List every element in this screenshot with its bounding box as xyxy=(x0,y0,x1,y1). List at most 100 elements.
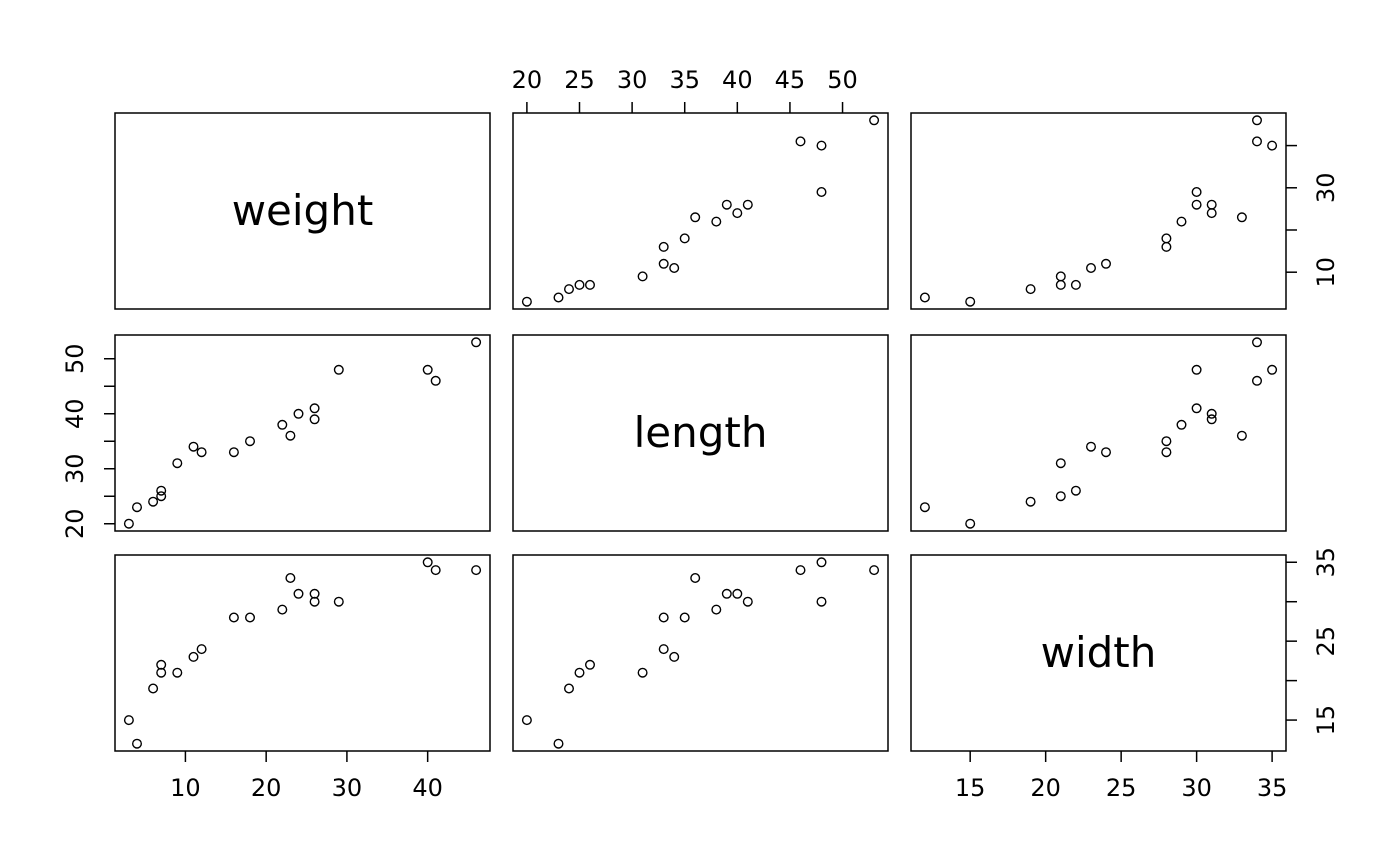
axis-tick-label: 45 xyxy=(775,66,806,94)
data-point xyxy=(965,296,976,307)
data-point xyxy=(430,565,441,576)
diagonal-panel-width xyxy=(910,554,1287,752)
axis-tick-label: 25 xyxy=(1312,626,1340,657)
data-point xyxy=(309,596,320,607)
data-point xyxy=(123,518,134,529)
data-point xyxy=(131,502,142,513)
data-point xyxy=(148,496,159,507)
data-point xyxy=(965,518,976,529)
data-point xyxy=(711,604,722,615)
data-point xyxy=(564,284,575,295)
data-point xyxy=(658,241,669,252)
data-point xyxy=(1055,271,1066,282)
data-point xyxy=(1025,284,1036,295)
data-point xyxy=(585,659,596,670)
axis-tick-label: 20 xyxy=(61,508,89,539)
scatter-panel-length-vs-weight xyxy=(114,334,491,532)
scatter-panel-width-vs-weight xyxy=(114,554,491,752)
axis-tick-label: 35 xyxy=(1312,547,1340,578)
data-point xyxy=(188,651,199,662)
data-point xyxy=(1161,233,1172,244)
diagonal-label-width: width xyxy=(1040,628,1157,677)
scatter-panel-weight-vs-width xyxy=(910,112,1287,310)
data-point xyxy=(658,258,669,269)
data-point xyxy=(244,612,255,623)
data-point xyxy=(742,199,753,210)
data-point xyxy=(277,419,288,430)
data-point xyxy=(1236,430,1247,441)
scatter-panel-length-vs-width xyxy=(910,334,1287,532)
axis-tick-label: 30 xyxy=(1181,774,1212,802)
axis-tick-label: 40 xyxy=(722,66,753,94)
data-point xyxy=(172,458,183,469)
axis-tick-label: 35 xyxy=(669,66,700,94)
axis-tick-label: 25 xyxy=(564,66,595,94)
axis-tick-label: 30 xyxy=(61,453,89,484)
data-point xyxy=(574,667,585,678)
data-point xyxy=(471,337,482,348)
data-point xyxy=(333,596,344,607)
data-point xyxy=(1100,447,1111,458)
data-point xyxy=(1191,364,1202,375)
axis-tick-label: 50 xyxy=(827,66,858,94)
data-point xyxy=(293,588,304,599)
data-point xyxy=(277,604,288,615)
axis-tick-label: 25 xyxy=(1106,774,1137,802)
data-point xyxy=(1267,364,1278,375)
data-point xyxy=(309,403,320,414)
data-point xyxy=(1191,186,1202,197)
diagonal-label-weight: weight xyxy=(231,186,374,235)
data-point xyxy=(1206,414,1217,425)
data-point xyxy=(1161,436,1172,447)
data-point xyxy=(333,364,344,375)
data-point xyxy=(172,667,183,678)
axis-tick-label: 30 xyxy=(1312,173,1340,204)
axis-tick-label: 35 xyxy=(1257,774,1288,802)
data-point xyxy=(816,186,827,197)
data-point xyxy=(816,557,827,568)
data-point xyxy=(1206,408,1217,419)
data-point xyxy=(1085,263,1096,274)
diagonal-panel-weight xyxy=(114,112,491,310)
data-point xyxy=(795,565,806,576)
axis-tick-label: 20 xyxy=(512,66,543,94)
data-point xyxy=(679,612,690,623)
data-point xyxy=(156,485,167,496)
axis-tick-label: 40 xyxy=(412,774,443,802)
data-point xyxy=(1191,403,1202,414)
data-point xyxy=(795,136,806,147)
data-point xyxy=(196,447,207,458)
axis-tick-label: 40 xyxy=(61,398,89,429)
data-point xyxy=(1100,258,1111,269)
data-point xyxy=(690,212,701,223)
data-point xyxy=(293,408,304,419)
axis-tick-label: 10 xyxy=(1312,257,1340,288)
data-point xyxy=(1161,447,1172,458)
data-point xyxy=(188,441,199,452)
data-point xyxy=(1176,216,1187,227)
data-point xyxy=(1055,491,1066,502)
data-point xyxy=(1070,485,1081,496)
axis-tick-label: 10 xyxy=(170,774,201,802)
axis-tick-label: 15 xyxy=(955,774,986,802)
data-point xyxy=(869,115,880,126)
data-point xyxy=(721,199,732,210)
data-point xyxy=(1191,199,1202,210)
data-point xyxy=(1055,458,1066,469)
data-point xyxy=(309,414,320,425)
data-point xyxy=(1206,199,1217,210)
data-point xyxy=(244,436,255,447)
data-point xyxy=(669,651,680,662)
data-point xyxy=(1085,441,1096,452)
data-point xyxy=(553,292,564,303)
data-point xyxy=(1251,337,1262,348)
data-point xyxy=(228,612,239,623)
data-point xyxy=(521,296,532,307)
scatter-panel-weight-vs-length xyxy=(512,112,889,310)
data-point xyxy=(1251,115,1262,126)
data-point xyxy=(285,430,296,441)
data-point xyxy=(1251,136,1262,147)
axis-tick-label: 15 xyxy=(1312,705,1340,736)
